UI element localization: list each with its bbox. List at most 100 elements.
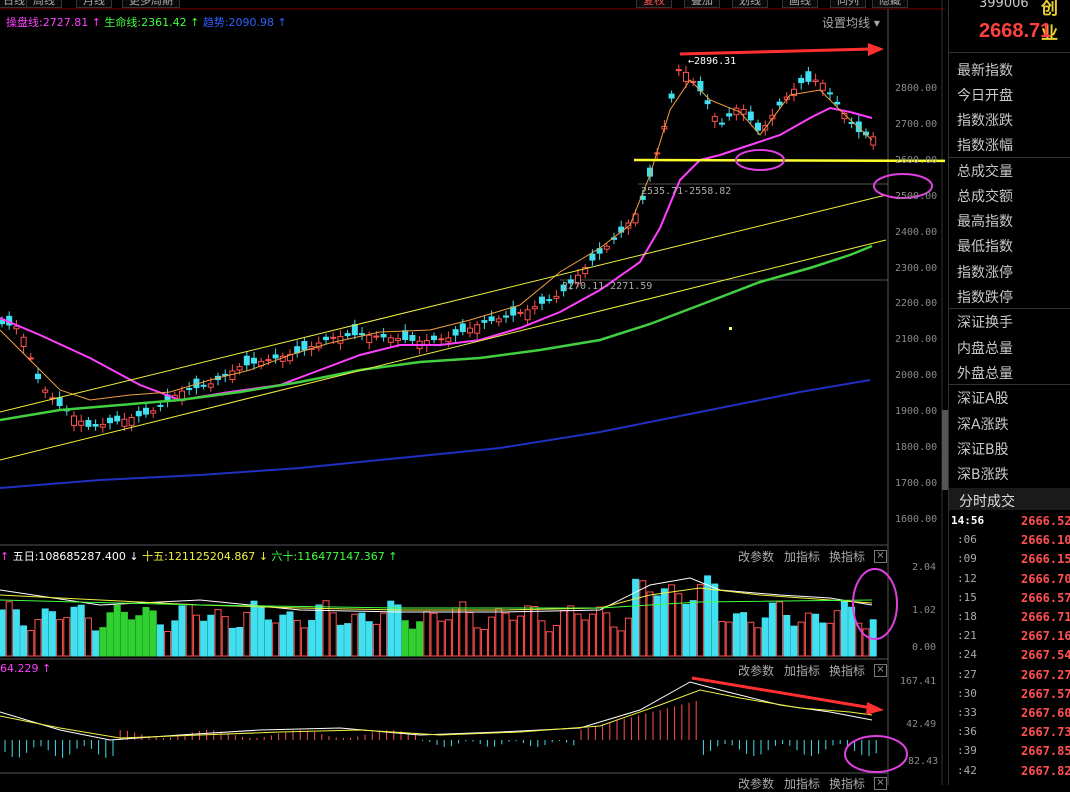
volume-bar <box>27 629 35 657</box>
candle-body <box>409 335 416 341</box>
candle-body <box>272 354 279 359</box>
close-icon[interactable]: × <box>874 777 887 790</box>
macd-switch-indicator-button[interactable]: 换指标 <box>829 664 866 678</box>
quote-field-label: 指数跌停 <box>957 290 1013 306</box>
volume-bar <box>840 599 848 657</box>
up-arrow-icon: ↑ <box>0 550 10 563</box>
tab-more-periods[interactable]: 更多周期 <box>122 0 180 8</box>
vol-change-params-button[interactable]: 改参数 <box>738 550 775 564</box>
candle-body <box>503 315 509 318</box>
close-icon[interactable]: × <box>874 550 887 563</box>
volume-bar <box>401 620 409 657</box>
candle-body <box>625 222 632 229</box>
bottom-switch-indicator-button[interactable]: 换指标 <box>829 777 866 791</box>
tick-price: 2666.52 <box>1021 514 1070 528</box>
candle-body <box>805 71 812 82</box>
latest-price: 2668.71 <box>979 20 1052 42</box>
volume-bar <box>754 627 762 657</box>
volume-bar <box>41 608 49 657</box>
kline-chart[interactable] <box>0 0 945 785</box>
tick-price: 2667.85 <box>1021 744 1070 759</box>
price-axis-tick: 2800.00 <box>895 83 938 94</box>
macd-axis-top: 167.41 <box>900 676 937 687</box>
gap-label-1: 2535.71-2558.82 <box>641 186 732 197</box>
candle-body <box>222 373 229 376</box>
volume-bar <box>732 613 740 657</box>
quote-field-label: 指数涨跌 <box>957 113 1013 129</box>
tab-hide[interactable]: 隐藏 <box>872 0 908 8</box>
candle-body <box>56 397 63 406</box>
volume-bar <box>812 613 820 657</box>
vol-axis-top: 2.04 <box>912 562 937 573</box>
up-arrow-icon: ↑ <box>388 550 398 563</box>
close-icon[interactable]: × <box>874 664 887 677</box>
volume-bar <box>675 593 683 657</box>
volume-bar <box>207 614 215 657</box>
candle-body <box>553 295 560 299</box>
candle-body <box>531 306 538 310</box>
tab-interval[interactable]: 划线 <box>732 0 768 8</box>
candle-body <box>495 318 502 323</box>
candle-body <box>287 353 293 362</box>
candle-body <box>114 415 121 422</box>
volume-bar <box>480 628 488 657</box>
volume-bar <box>560 610 568 657</box>
volume-bar <box>639 580 647 657</box>
macd-add-indicator-button[interactable]: 加指标 <box>784 664 821 678</box>
tab-monthly[interactable]: 月线 <box>76 0 112 8</box>
candle-body <box>387 337 394 343</box>
tick-price: 2667.54 <box>1021 648 1070 663</box>
volume-bar <box>135 615 143 657</box>
price-axis-tick: 1600.00 <box>895 513 938 525</box>
tab-overlay[interactable]: 叠加 <box>684 0 720 8</box>
tab-same[interactable]: 同列 <box>830 0 866 8</box>
tab-weekly[interactable]: 周线 <box>26 0 62 8</box>
candle-body <box>395 338 401 341</box>
volume-bar <box>473 627 481 657</box>
volume-bar <box>63 617 71 657</box>
gap-label-2: 2270.11-2271.59 <box>562 281 653 292</box>
volume-bar <box>632 578 640 657</box>
tick-time: :39 <box>957 744 977 758</box>
up-arrow-icon: ↑ <box>42 662 52 675</box>
splitter-handle[interactable] <box>942 410 948 490</box>
volume-bar <box>365 621 373 657</box>
ma-settings-button[interactable]: 设置均线 ▾ <box>822 14 880 31</box>
macd-change-params-button[interactable]: 改参数 <box>738 664 775 678</box>
candle-body <box>402 330 409 341</box>
volume-bar <box>56 619 64 657</box>
tick-time: :24 <box>957 648 977 662</box>
volume-bar <box>855 622 863 657</box>
volume-bar <box>747 621 755 657</box>
quote-field-label: 深A涨跌 <box>957 417 1009 433</box>
candle-body <box>135 410 142 417</box>
up-arrow-icon: ↑ <box>277 16 287 29</box>
peak-label: ←2896.31 <box>688 56 737 67</box>
candle-body <box>855 121 862 133</box>
volume-bar <box>624 617 632 657</box>
ma-legend: 操盘线:2727.81 ↑ 生命线:2361.42 ↑ 趋势:2090.98 ↑ <box>6 14 287 30</box>
vol-switch-indicator-button[interactable]: 换指标 <box>829 550 866 564</box>
candle-body <box>265 359 272 362</box>
volume-bar <box>408 628 416 657</box>
price-axis-tick: 1800.00 <box>895 442 938 453</box>
tab-draw[interactable]: 画线 <box>782 0 818 8</box>
volume-bar <box>768 602 776 657</box>
bottom-change-params-button[interactable]: 改参数 <box>738 777 775 791</box>
volume-bar <box>545 631 553 657</box>
tick-price: 2667.27 <box>1021 667 1070 682</box>
ma-line-short <box>0 79 873 401</box>
ma-legend-line2: 生命线:2361.42 <box>104 16 187 29</box>
volume-bar <box>488 616 496 657</box>
candle-body <box>747 111 754 121</box>
candle-body <box>539 296 545 304</box>
vol-add-indicator-button[interactable]: 加指标 <box>784 550 821 564</box>
candle-body <box>186 388 193 391</box>
volume-bar <box>617 630 625 657</box>
tab-adjust[interactable]: 复权 <box>636 0 672 8</box>
candle-body <box>71 415 77 426</box>
volume-bar <box>272 622 280 657</box>
bottom-add-indicator-button[interactable]: 加指标 <box>784 777 821 791</box>
volume-bar <box>660 588 668 657</box>
candle-body <box>467 327 473 334</box>
